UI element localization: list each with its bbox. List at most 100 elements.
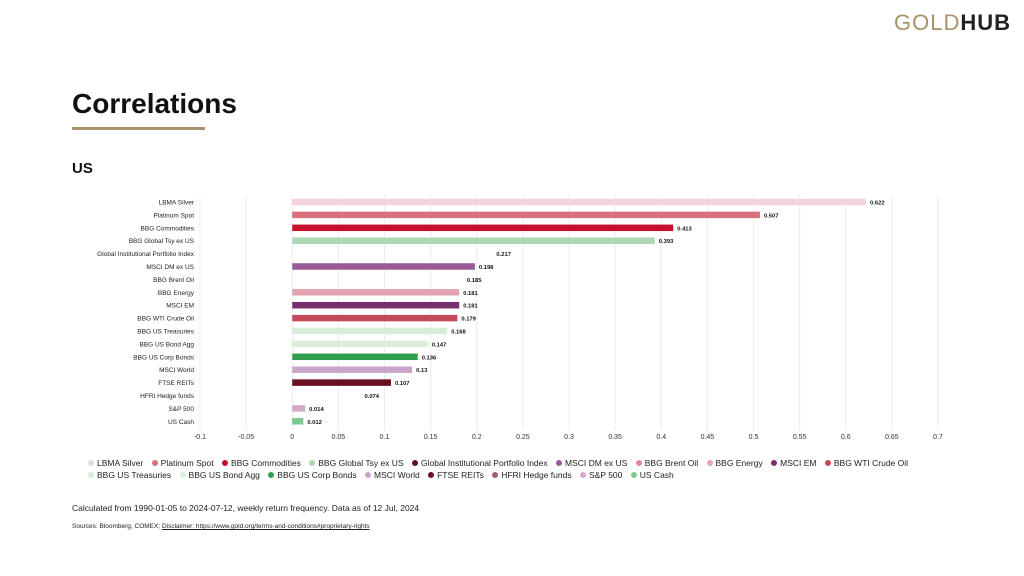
y-category-label: BBG US Corp Bonds xyxy=(133,354,194,361)
data-label: 0.147 xyxy=(432,342,447,348)
legend-item[interactable]: MSCI EM xyxy=(771,458,817,468)
x-tick-label: 0.6 xyxy=(841,434,851,441)
chart-legend: LBMA Silver Platinum Spot BBG Commoditie… xyxy=(88,457,938,481)
legend-item[interactable]: MSCI World xyxy=(365,470,420,480)
legend-label: MSCI DM ex US xyxy=(565,458,628,468)
data-label: 0.393 xyxy=(659,239,674,245)
legend-label: HFRI Hedge funds xyxy=(501,470,572,480)
legend-dot-icon xyxy=(824,460,831,466)
y-category-label: MSCI EM xyxy=(166,303,194,310)
bar xyxy=(292,366,413,373)
goldhub-logo[interactable]: GOLDHUB xyxy=(894,10,1011,36)
x-tick-label: -0.1 xyxy=(194,434,206,441)
x-tick-label: 0.45 xyxy=(701,434,715,441)
y-category-label: BBG Global Tsy ex US xyxy=(129,238,195,245)
legend-dot-icon xyxy=(268,472,275,478)
legend-label: MSCI World xyxy=(374,470,420,480)
legend-item[interactable]: BBG Global Tsy ex US xyxy=(309,458,404,468)
x-tick-label: 0.65 xyxy=(885,434,899,441)
data-label: 0.074 xyxy=(365,394,380,400)
legend-item[interactable]: FTSE REITs xyxy=(428,470,484,480)
legend-dot-icon xyxy=(771,460,778,466)
y-category-label: BBG US Treasuries xyxy=(137,329,194,336)
bar xyxy=(292,379,391,386)
data-label: 0.413 xyxy=(677,226,692,232)
legend-dot-icon xyxy=(88,460,94,466)
data-label: 0.107 xyxy=(395,381,410,387)
legend-label: Global Institutional Portfolio Index xyxy=(421,458,548,468)
legend-item[interactable]: BBG US Bond Agg xyxy=(179,470,260,480)
legend-item[interactable]: Global Institutional Portfolio Index xyxy=(412,458,548,468)
legend-item[interactable]: BBG US Treasuries xyxy=(88,470,171,480)
y-category-label: BBG US Bond Agg xyxy=(139,341,194,348)
legend-item[interactable]: BBG WTI Crude Oil xyxy=(824,458,909,468)
legend-label: FTSE REITs xyxy=(437,470,484,480)
y-category-label: HFRI Hedge funds xyxy=(140,393,195,400)
legend-item[interactable]: US Cash xyxy=(630,470,674,480)
calculation-note: Calculated from 1990-01-05 to 2024-07-12… xyxy=(72,503,420,513)
x-tick-label: 0.4 xyxy=(656,434,666,441)
y-category-label: MSCI World xyxy=(159,367,194,374)
bar xyxy=(292,224,674,232)
legend-item[interactable]: BBG Commodities xyxy=(221,458,301,468)
data-label: 0.168 xyxy=(451,330,466,336)
y-category-label: FTSE REITs xyxy=(158,380,195,387)
legend-item[interactable]: BBG Brent Oil xyxy=(635,458,699,468)
bar xyxy=(292,314,458,322)
legend-dot-icon xyxy=(221,460,228,466)
legend-dot-icon xyxy=(151,460,158,466)
sources-line: Sources: Bloomberg, COMEX; Disclaimer: h… xyxy=(72,523,370,530)
legend-dot-icon xyxy=(88,472,94,478)
x-tick-label: -0.05 xyxy=(238,434,254,441)
legend-dot-icon xyxy=(635,460,642,466)
legend-dot-icon xyxy=(365,472,372,478)
y-category-label: Platinum Spot xyxy=(154,212,195,219)
legend-item[interactable]: BBG US Corp Bonds xyxy=(268,470,357,480)
data-label: 0.136 xyxy=(422,355,437,361)
x-tick-label: 0.25 xyxy=(516,434,530,441)
legend-item[interactable]: HFRI Hedge funds xyxy=(492,470,572,480)
y-category-label: BBG Brent Oil xyxy=(153,277,194,284)
y-category-label: BBG Energy xyxy=(158,290,195,297)
x-tick-label: 0.1 xyxy=(380,434,390,441)
legend-dot-icon xyxy=(630,472,637,478)
legend-label: BBG US Treasuries xyxy=(97,470,172,480)
y-category-label: BBG Commodities xyxy=(141,225,195,232)
legend-item[interactable]: BBG Energy xyxy=(706,458,763,468)
legend-label: BBG Energy xyxy=(715,458,763,468)
x-tick-label: 0.05 xyxy=(332,434,346,441)
bar xyxy=(292,340,428,348)
legend-label: US Cash xyxy=(639,470,674,480)
legend-item[interactable]: MSCI DM ex US xyxy=(556,458,627,468)
legend-label: S&P 500 xyxy=(588,470,623,480)
legend-label: BBG Brent Oil xyxy=(644,458,699,468)
disclaimer-link[interactable]: Disclaimer: https://www.gold.org/terms-a… xyxy=(161,523,370,530)
legend-dot-icon xyxy=(179,472,186,478)
legend-dot-icon xyxy=(492,472,499,478)
sources-text: Sources: Bloomberg, COMEX; xyxy=(72,523,162,530)
y-category-label: MSCI DM ex US xyxy=(146,264,194,271)
legend-item[interactable]: LBMA Silver xyxy=(88,458,143,468)
legend-label: BBG Commodities xyxy=(230,458,301,468)
bar xyxy=(292,327,448,335)
legend-item[interactable]: Platinum Spot xyxy=(151,458,214,468)
bar xyxy=(292,405,306,412)
x-tick-label: 0.2 xyxy=(472,434,482,441)
data-label: 0.179 xyxy=(461,317,476,323)
legend-dot-icon xyxy=(556,460,563,466)
y-category-label: BBG WTI Crude Oil xyxy=(137,316,194,323)
x-tick-label: 0.5 xyxy=(749,434,759,441)
x-tick-label: 0 xyxy=(290,434,294,441)
legend-dot-icon xyxy=(412,460,418,466)
legend-dot-icon xyxy=(579,472,586,478)
legend-label: BBG WTI Crude Oil xyxy=(833,458,909,468)
legend-label: BBG US Corp Bonds xyxy=(277,470,357,480)
bar xyxy=(292,211,760,219)
legend-item[interactable]: S&P 500 xyxy=(579,470,623,480)
data-label: 0.198 xyxy=(479,265,494,271)
data-label: 0.13 xyxy=(416,368,428,374)
legend-dot-icon xyxy=(428,472,435,478)
data-label: 0.507 xyxy=(764,213,779,219)
legend-label: BBG Global Tsy ex US xyxy=(318,458,404,468)
y-category-label: US Cash xyxy=(168,419,194,426)
